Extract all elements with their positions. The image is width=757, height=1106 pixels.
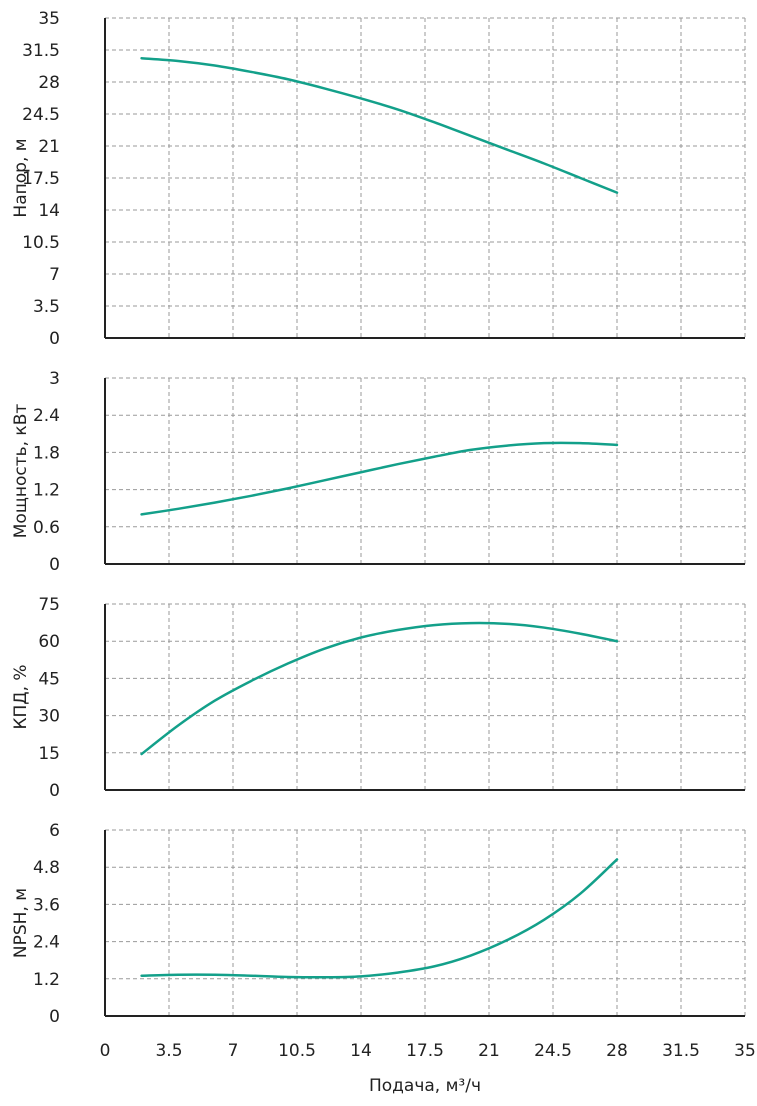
- y-tick-label: 3.6: [33, 895, 60, 915]
- y-tick-label: 0: [49, 1007, 60, 1027]
- x-tick-label: 31.5: [662, 1041, 700, 1061]
- y-tick-label: 35: [38, 9, 60, 29]
- y-tick-label: 6: [49, 821, 60, 841]
- series-line: [140, 441, 619, 516]
- y-axis-title: Напор, м: [11, 138, 31, 217]
- y-tick-label: 3.5: [33, 297, 60, 317]
- x-tick-label: 17.5: [406, 1041, 444, 1061]
- y-tick-label: 17.5: [22, 169, 60, 189]
- y-axis-title: NPSH, м: [11, 888, 31, 958]
- x-axis-title: Подача, м³/ч: [369, 1076, 481, 1096]
- y-tick-label: 0: [49, 555, 60, 575]
- y-tick-label: 24.5: [22, 105, 60, 125]
- series-line: [140, 56, 619, 194]
- y-tick-label: 2.4: [33, 933, 60, 953]
- x-tick-label: 14: [350, 1041, 372, 1061]
- y-tick-label: 45: [38, 669, 60, 689]
- y-tick-label: 28: [38, 73, 60, 93]
- x-tick-label: 7: [228, 1041, 239, 1061]
- x-tick-label: 10.5: [278, 1041, 316, 1061]
- y-tick-label: 10.5: [22, 233, 60, 253]
- x-tick-label: 24.5: [534, 1041, 572, 1061]
- y-tick-label: 3: [49, 369, 60, 389]
- x-tick-label: 3.5: [155, 1041, 182, 1061]
- series-line: [140, 858, 619, 979]
- y-tick-label: 2.4: [33, 406, 60, 426]
- y-tick-label: 1.2: [33, 970, 60, 990]
- y-tick-label: 14: [38, 201, 60, 221]
- y-tick-label: 21: [38, 137, 60, 157]
- y-tick-label: 0: [49, 329, 60, 349]
- x-tick-label: 0: [100, 1041, 111, 1061]
- y-tick-label: 1.8: [33, 443, 60, 463]
- y-tick-label: 31.5: [22, 41, 60, 61]
- y-tick-label: 0: [49, 781, 60, 801]
- y-tick-label: 75: [38, 595, 60, 615]
- x-tick-label: 35: [734, 1041, 756, 1061]
- y-tick-label: 1.2: [33, 481, 60, 501]
- x-tick-label: 21: [478, 1041, 500, 1061]
- y-tick-label: 0.6: [33, 518, 60, 538]
- y-tick-label: 15: [38, 744, 60, 764]
- y-axis-title: КПД, %: [11, 664, 31, 729]
- x-tick-label: 28: [606, 1041, 628, 1061]
- y-tick-label: 7: [49, 265, 60, 285]
- y-tick-label: 4.8: [33, 858, 60, 878]
- series-line: [140, 621, 619, 756]
- y-tick-label: 60: [38, 632, 60, 652]
- y-tick-label: 30: [38, 707, 60, 727]
- y-axis-title: Мощность, кВт: [11, 404, 31, 539]
